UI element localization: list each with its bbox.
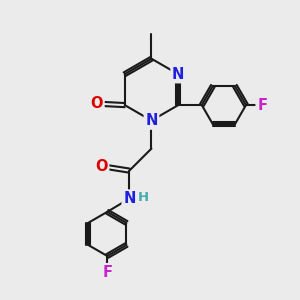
Text: N: N [123, 191, 136, 206]
Text: O: O [95, 159, 108, 174]
Text: N: N [172, 67, 184, 82]
Text: F: F [257, 98, 267, 112]
Text: F: F [102, 265, 112, 280]
Text: H: H [138, 190, 149, 204]
Text: O: O [91, 96, 103, 111]
Text: N: N [145, 113, 158, 128]
